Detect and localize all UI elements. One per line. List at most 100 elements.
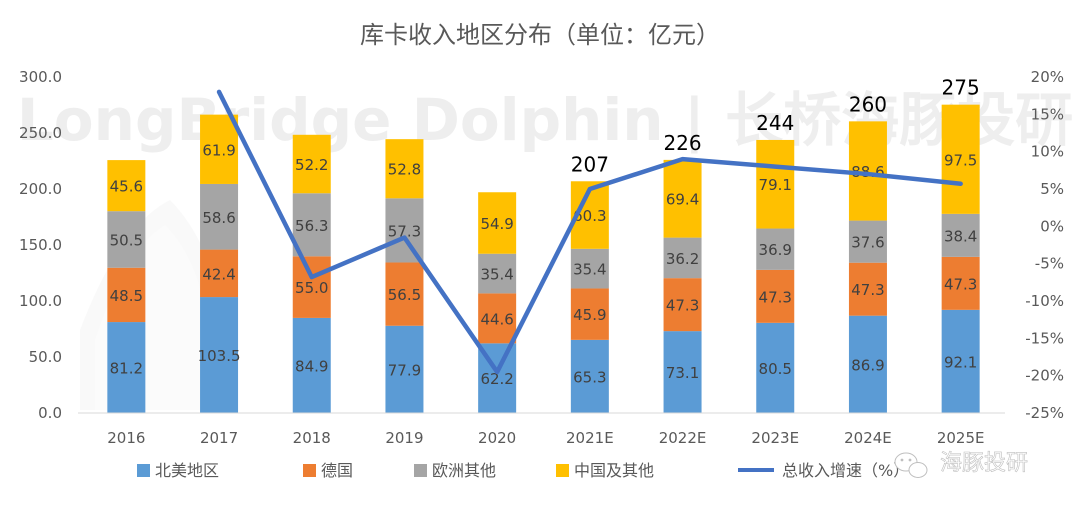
watermark-text: LongBridge Dolphin | 长桥海豚投研 bbox=[17, 86, 1073, 154]
segment-value-label: 47.3 bbox=[666, 297, 699, 315]
segment-value-label: 52.2 bbox=[295, 156, 328, 174]
x-axis-tick: 2025E bbox=[937, 429, 985, 447]
segment-value-label: 77.9 bbox=[388, 361, 421, 379]
bar-segment bbox=[478, 192, 517, 254]
segment-value-label: 92.1 bbox=[944, 353, 977, 371]
segment-value-label: 62.2 bbox=[480, 370, 513, 388]
growth-line bbox=[216, 89, 963, 375]
segment-value-label: 80.5 bbox=[759, 360, 792, 378]
segment-value-label: 73.1 bbox=[666, 364, 699, 382]
right-axis-tick: -15% bbox=[1025, 329, 1064, 347]
x-axis-tick: 2019 bbox=[385, 429, 423, 447]
segment-value-label: 50.5 bbox=[110, 231, 143, 249]
left-axis-tick: 0.0 bbox=[38, 404, 62, 422]
legend-label: 欧洲其他 bbox=[432, 461, 496, 480]
right-axis-tick: 20% bbox=[1031, 68, 1064, 86]
right-axis-tick: -10% bbox=[1025, 292, 1064, 310]
bar-segment bbox=[663, 331, 702, 413]
x-axis-tick: 2024E bbox=[844, 429, 892, 447]
left-axis: 0.0 50.0 100.0 150.0 200.0 250.0 300.0 bbox=[19, 68, 62, 422]
segment-value-label: 54.9 bbox=[480, 215, 513, 233]
bar-total-label: 275 bbox=[942, 76, 980, 100]
legend-swatch bbox=[137, 464, 150, 477]
chart-title: 库卡收入地区分布（单位：亿元） bbox=[360, 21, 720, 49]
bar-total-label: 207 bbox=[571, 152, 609, 176]
right-axis-tick: -5% bbox=[1035, 255, 1064, 273]
segment-value-label: 44.6 bbox=[480, 310, 513, 328]
segment-value-label: 56.3 bbox=[295, 217, 328, 235]
segment-value-label: 35.4 bbox=[480, 266, 513, 284]
segment-value-label: 86.9 bbox=[851, 356, 884, 374]
segment-value-label: 36.9 bbox=[759, 241, 792, 259]
bar-segment bbox=[570, 288, 609, 340]
segment-value-label: 84.9 bbox=[295, 357, 328, 375]
segment-value-label: 47.3 bbox=[759, 288, 792, 306]
bar-segment bbox=[292, 134, 331, 194]
segment-value-label: 103.5 bbox=[198, 347, 241, 365]
bar-segment bbox=[848, 262, 887, 316]
bar-segment bbox=[570, 248, 609, 289]
bar-segment bbox=[478, 253, 517, 294]
left-axis-tick: 200.0 bbox=[19, 180, 62, 198]
bar-segment bbox=[292, 317, 331, 413]
x-axis-labels: 2016 2017 2018 2019 2020 2021E 2022E 2023E 2024E… bbox=[107, 429, 984, 447]
bar-segment bbox=[292, 256, 331, 318]
x-axis-tick: 2023E bbox=[751, 429, 799, 447]
bar-segment bbox=[385, 139, 424, 199]
bar-segment bbox=[663, 159, 702, 238]
segment-value-label: 58.6 bbox=[202, 209, 235, 227]
bar-segment bbox=[756, 228, 795, 270]
bar-segment bbox=[941, 213, 980, 257]
bar-segment bbox=[107, 267, 146, 323]
brand-name: 海豚投研 bbox=[940, 451, 1028, 476]
bar-segment bbox=[941, 256, 980, 310]
bar-segment bbox=[200, 249, 239, 298]
legend: 北美地区 德国 欧洲其他 中国及其他 总收入增速（%） bbox=[137, 461, 909, 480]
legend-label: 德国 bbox=[321, 461, 353, 480]
segment-value-label: 47.3 bbox=[851, 281, 884, 299]
segment-value-label: 97.5 bbox=[944, 151, 977, 169]
total-labels: 207 226 244 260 275 bbox=[571, 76, 980, 177]
left-axis-tick: 50.0 bbox=[29, 348, 62, 366]
segment-value-label: 52.8 bbox=[388, 161, 421, 179]
segment-value-label: 35.4 bbox=[573, 261, 606, 279]
bar-total-label: 226 bbox=[663, 131, 701, 155]
bar-segment bbox=[941, 309, 980, 413]
legend-swatch bbox=[303, 464, 316, 477]
segment-value-label: 81.2 bbox=[110, 360, 143, 378]
x-axis-tick: 2018 bbox=[293, 429, 331, 447]
x-axis-tick: 2021E bbox=[566, 429, 614, 447]
bar-segment bbox=[570, 339, 609, 413]
segment-value-label: 69.4 bbox=[666, 191, 699, 209]
bar-segment bbox=[756, 269, 795, 323]
legend-swatch bbox=[414, 464, 427, 477]
segment-value-label: 37.6 bbox=[851, 234, 884, 252]
bar-segment bbox=[663, 278, 702, 332]
x-axis-tick: 2016 bbox=[107, 429, 145, 447]
bar-segment bbox=[292, 193, 331, 257]
bar-segment bbox=[756, 139, 795, 229]
left-axis-tick: 300.0 bbox=[19, 68, 62, 86]
bar-segment bbox=[385, 325, 424, 413]
wechat-icon bbox=[894, 452, 928, 478]
segment-value-label: 57.3 bbox=[388, 222, 421, 240]
x-axis-tick: 2017 bbox=[200, 429, 238, 447]
left-axis-tick: 250.0 bbox=[19, 124, 62, 142]
bar-segment bbox=[200, 114, 239, 184]
segment-value-label: 79.1 bbox=[759, 176, 792, 194]
bar-total-label: 260 bbox=[849, 92, 887, 116]
legend-label: 中国及其他 bbox=[574, 461, 654, 480]
stacked-bars bbox=[107, 104, 980, 413]
legend-label: 总收入增速（%） bbox=[782, 461, 909, 480]
right-axis-tick: 0% bbox=[1040, 217, 1064, 235]
bar-segment bbox=[200, 183, 239, 250]
bar-segment bbox=[107, 211, 146, 268]
growth-line-series bbox=[216, 89, 963, 375]
left-axis-tick: 150.0 bbox=[19, 236, 62, 254]
segment-value-label: 42.4 bbox=[202, 265, 235, 283]
segment-value-label: 48.5 bbox=[110, 287, 143, 305]
bar-segment bbox=[848, 220, 887, 263]
x-axis-tick: 2022E bbox=[659, 429, 707, 447]
bar-segment bbox=[107, 160, 146, 212]
